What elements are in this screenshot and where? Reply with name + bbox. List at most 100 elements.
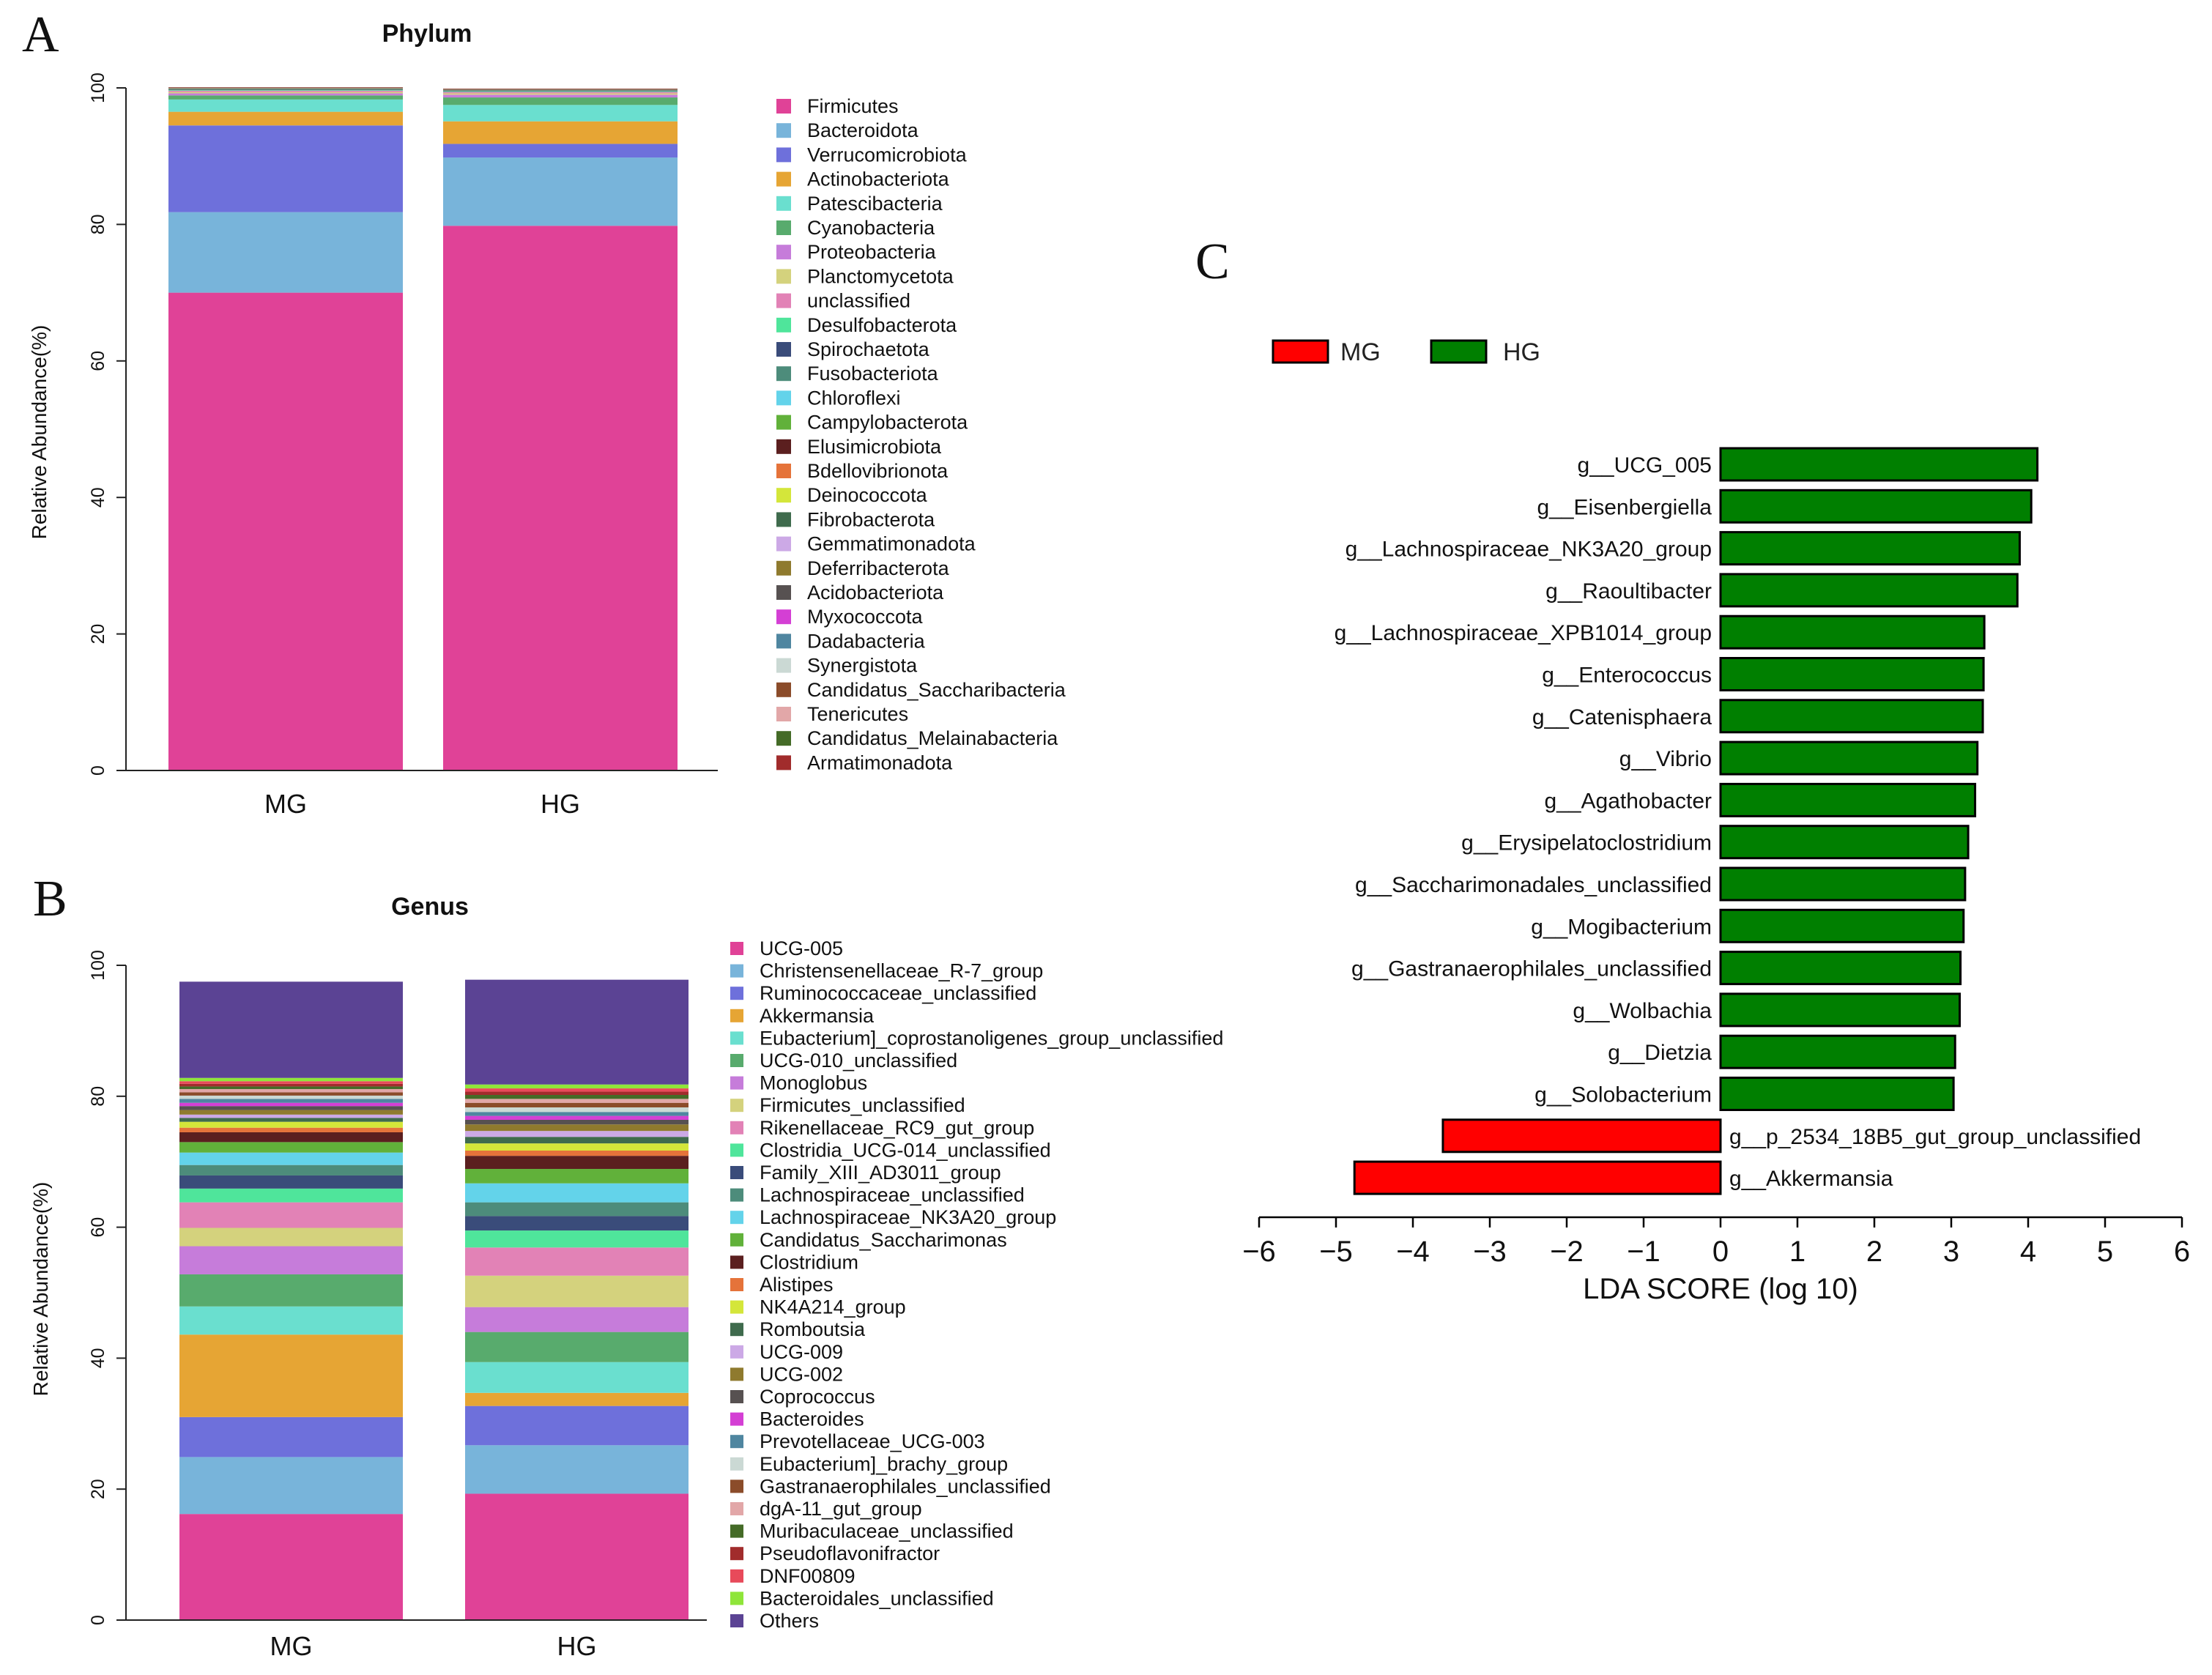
lda-bar-g-catenisphaera — [1719, 699, 1984, 734]
bar-segment-mg-bacteroidota — [168, 212, 403, 293]
legend-label-ruminococcaceae-unclassified: Ruminococcaceae_unclassified — [760, 982, 1036, 1004]
phylum-y-axis-label: Relative Abundance(%) — [28, 325, 51, 540]
legend-label-dga-11-gut-group: dgA-11_gut_group — [760, 1498, 922, 1520]
bar-segment-hg-clostridium — [465, 1156, 689, 1170]
lda-x-tick-label: −4 — [1396, 1236, 1430, 1268]
legend-swatch-bacteroides — [730, 1412, 743, 1426]
legend-swatch-muribaculaceae-unclassified — [730, 1524, 743, 1538]
legend-swatch-ucg-009 — [730, 1345, 743, 1359]
lda-bar-g-dietzia — [1719, 1034, 1956, 1069]
legend-swatch-family-xiii-ad3011-group — [730, 1166, 743, 1179]
legend-label-clostridia-ucg-014-unclassified: Clostridia_UCG-014_unclassified — [760, 1139, 1051, 1161]
legend-swatch-desulfobacterota — [776, 317, 791, 333]
bar-segment-mg-dga-11-gut-group — [179, 1088, 403, 1093]
lda-legend-label-mg: MG — [1340, 338, 1381, 366]
legend-label-muribaculaceae-unclassified: Muribaculaceae_unclassified — [760, 1520, 1014, 1542]
lda-x-tick-label: −2 — [1550, 1236, 1584, 1268]
lda-bar-g-lachnospiraceae-nk3a20-group — [1719, 531, 2021, 566]
lda-bar-label: g__Wolbachia — [1573, 999, 1712, 1023]
legend-label-eubacterium-coprostanoligenes-group-unclassified: Eubacterium]_coprostanoligenes_group_unc… — [760, 1027, 1223, 1049]
lda-x-axis-label: LDA SCORE (log 10) — [1583, 1273, 1858, 1305]
bar-segment-hg-dga-11-gut-group — [465, 1099, 689, 1103]
legend-label-myxococcota: Myxococcota — [807, 606, 924, 628]
legend-swatch-candidatus-saccharimonas — [730, 1233, 743, 1247]
lda-bar-label: g__Mogibacterium — [1531, 915, 1712, 939]
bar-segment-mg-actinobacteriota — [168, 111, 403, 126]
legend-swatch-verrucomicrobiota — [776, 147, 791, 163]
legend-label-patescibacteria: Patescibacteria — [807, 193, 943, 215]
legend-swatch-firmicutes — [776, 99, 791, 114]
lda-x-tick-label: 5 — [2097, 1236, 2113, 1268]
legend-label-actinobacteriota: Actinobacteriota — [807, 168, 950, 190]
x-category-label: MG — [264, 789, 307, 819]
genus-chart: B Genus Relative Abundance(%) MG HG 0 20 40 6… — [29, 871, 1223, 1661]
bar-segment-hg-firmicutes — [443, 226, 678, 770]
bar-segment-mg-patescibacteria — [168, 99, 403, 112]
bar-segment-hg-bacteroidales-unclassified — [465, 1084, 689, 1089]
bar-segment-hg-eubacterium-coprostanoligenes-group-unclassified — [465, 1362, 689, 1393]
lda-bar-g-saccharimonadales-unclassified — [1719, 866, 1967, 902]
bar-segment-mg-alistipes — [179, 1127, 403, 1132]
legend-swatch-elusimicrobiota — [776, 439, 791, 454]
legend-swatch-lachnospiraceae-unclassified — [730, 1188, 743, 1202]
lda-bar-label: g__p_2534_18B5_gut_group_unclassified — [1729, 1125, 2141, 1149]
legend-swatch-christensenellaceae-r-7-group — [730, 964, 743, 978]
lda-bar-g-raoultibacter — [1719, 573, 2019, 608]
lda-bar-g-erysipelatoclostridium — [1719, 825, 1970, 860]
bar-segment-mg-firmicutes — [168, 292, 403, 771]
legend-label-rikenellaceae-rc9-gut-group: Rikenellaceae_RC9_gut_group — [760, 1117, 1034, 1139]
legend-swatch-patescibacteria — [776, 196, 791, 211]
legend-swatch-coprococcus — [730, 1390, 743, 1403]
lda-bar-g-eisenbergiella — [1719, 489, 2033, 524]
lda-bar-g-mogibacterium — [1719, 908, 1965, 943]
lda-bar-g-gastranaerophilales-unclassified — [1719, 951, 1962, 986]
legend-swatch-deferribacterota — [776, 560, 791, 576]
bar-segment-mg-proteobacteria — [168, 93, 403, 96]
bar-segment-mg-verrucomicrobiota — [168, 125, 403, 212]
legend-label-candidatus-melainabacteria: Candidatus_Melainabacteria — [807, 727, 1058, 749]
lda-bar-label: g__Agathobacter — [1544, 789, 1712, 813]
legend-label-fibrobacterota: Fibrobacterota — [807, 508, 935, 530]
bar-segment-mg-eubacterium-coprostanoligenes-group-unclassified — [179, 1306, 403, 1335]
legend-label-planctomycetota: Planctomycetota — [807, 265, 954, 287]
bar-segment-hg-ucg-009 — [465, 1131, 689, 1137]
bar-segment-hg-dnf00809 — [465, 1088, 689, 1092]
lda-bar-label: g__Lachnospiraceae_NK3A20_group — [1346, 538, 1712, 562]
bar-segment-mg-ucg-002 — [179, 1110, 403, 1115]
legend-label-christensenellaceae-r-7-group: Christensenellaceae_R-7_group — [760, 960, 1043, 982]
lda-bar-label: g__UCG_005 — [1578, 453, 1712, 478]
lda-bar-g-wolbachia — [1719, 992, 1962, 1028]
legend-label-tenericutes: Tenericutes — [807, 703, 908, 725]
legend-swatch-nk4a214-group — [730, 1300, 743, 1314]
bar-segment-hg-bacteroides — [465, 1115, 689, 1120]
legend-swatch-monoglobus — [730, 1076, 743, 1090]
legend-label-deinococcota: Deinococcota — [807, 484, 928, 506]
panel-label-b: B — [33, 871, 67, 927]
y-tick-label: 0 — [88, 1615, 108, 1625]
legend-swatch-unclassified — [776, 293, 791, 308]
bar-segment-hg-verrucomicrobiota — [443, 144, 678, 158]
y-tick-label: 100 — [88, 950, 108, 981]
bar-segment-hg-proteobacteria — [443, 94, 678, 98]
legend-label-synergistota: Synergistota — [807, 655, 918, 677]
bar-segment-mg-fusobacteriota — [168, 89, 403, 90]
legend-swatch-ucg-002 — [730, 1367, 743, 1381]
bar-segment-mg-akkermansia — [179, 1334, 403, 1417]
legend-swatch-fibrobacterota — [776, 512, 791, 527]
legend-swatch-actinobacteriota — [776, 171, 791, 187]
bar-segment-hg-bacteroidota — [443, 157, 678, 226]
bar-segment-hg-alistipes — [465, 1151, 689, 1156]
legend-swatch-bacteroidales-unclassified — [730, 1592, 743, 1605]
bar-segment-hg-planctomycetota — [443, 93, 678, 95]
bar-segment-hg-actinobacteriota — [443, 121, 678, 144]
legend-label-campylobacterota: Campylobacterota — [807, 412, 968, 434]
bar-segment-hg-nk4a214-group — [465, 1143, 689, 1151]
lda-chart: C MG HG g__UCG_005 g__Eisenbergiella g__Lac… — [1195, 234, 2190, 1305]
legend-swatch-others — [730, 1614, 743, 1627]
legend-swatch-deinococcota — [776, 488, 791, 503]
legend-swatch-lachnospiraceae-nk3a20-group — [730, 1211, 743, 1225]
bar-segment-mg-ruminococcaceae-unclassified — [179, 1416, 403, 1457]
bar-segment-mg-clostridia-ucg-014-unclassified — [179, 1188, 403, 1203]
y-tick-label: 20 — [88, 624, 108, 645]
legend-label-nk4a214-group: NK4A214_group — [760, 1296, 906, 1318]
